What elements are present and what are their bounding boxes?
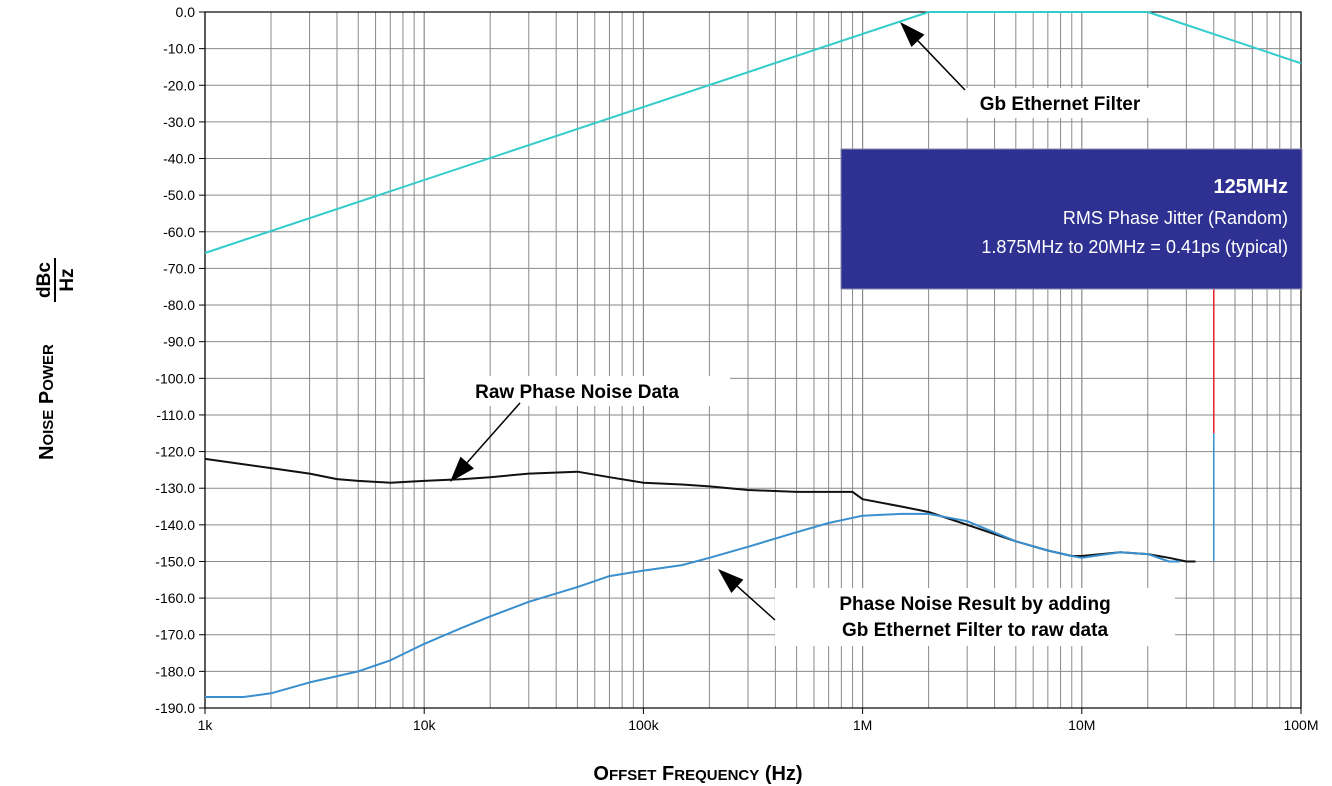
x-tick-label: 100M <box>1283 717 1318 733</box>
raw-label: Raw Phase Noise Data <box>475 382 679 403</box>
y-tick-label: -80.0 <box>163 297 195 313</box>
svg-text:NOISE POWER: NOISE POWER <box>36 344 58 460</box>
y-tick-label: -20.0 <box>163 77 195 93</box>
info-box-background <box>840 148 1303 290</box>
y-title-small-ower: OWER <box>40 344 57 391</box>
x-title-lead-o: O <box>593 763 609 785</box>
y-tick-label: -130.0 <box>155 480 195 496</box>
filter-arrow <box>900 22 966 91</box>
x-title-small-requency: REQUENCY <box>674 767 759 784</box>
arrow-shaft <box>917 40 966 91</box>
arrow-shaft <box>466 402 521 464</box>
y-tick-label: -40.0 <box>163 151 195 167</box>
y-title-small-oise: OISE <box>40 410 57 446</box>
y-tick-label: -160.0 <box>155 590 195 606</box>
series-line-filter <box>204 11 1302 254</box>
x-tick-label: 10k <box>413 717 437 733</box>
x-tick-label: 100k <box>628 717 659 733</box>
series-line-result <box>205 512 1180 698</box>
info-box: 125MHz RMS Phase Jitter (Random) 1.875MHz … <box>840 148 1303 290</box>
info-box-title: 125MHz <box>1214 176 1288 198</box>
x-title-small-ffset: FFSET <box>609 767 657 784</box>
y-tick-label: 0.0 <box>176 4 196 20</box>
y-tick-label: -10.0 <box>163 41 195 57</box>
x-tick-label: 1k <box>198 717 214 733</box>
y-tick-label: -140.0 <box>155 517 195 533</box>
y-title-unit-denominator: Hz <box>57 268 78 291</box>
series-layer <box>204 11 1302 698</box>
result-label-line1: Phase Noise Result by adding <box>839 594 1110 615</box>
y-tick-label: -90.0 <box>163 334 195 350</box>
arrow-head <box>718 569 744 594</box>
series-line-raw <box>204 457 1196 563</box>
arrow-shaft <box>736 585 776 621</box>
y-axis-title: NOISE POWER dBc Hz <box>34 258 78 460</box>
y-tick-label: -120.0 <box>155 444 195 460</box>
y-title-lead-n: N <box>36 446 58 460</box>
plot-frame <box>204 11 1302 709</box>
y-tick-label: -70.0 <box>163 260 195 276</box>
raw-label-bg <box>425 376 730 406</box>
x-title-unit: (Hz) <box>765 763 803 785</box>
y-tick-label: -30.0 <box>163 114 195 130</box>
result-label-line2: Gb Ethernet Filter to raw data <box>842 620 1108 641</box>
raw-arrow <box>450 402 521 482</box>
x-axis-title: OFFSET FREQUENCY (Hz) <box>593 763 802 785</box>
y-tick-label: -50.0 <box>163 187 195 203</box>
result-label-bg <box>775 588 1175 646</box>
x-tick-label: 1M <box>853 717 872 733</box>
x-tick-label: 10M <box>1068 717 1095 733</box>
y-tick-label: -170.0 <box>155 627 195 643</box>
y-tick-label: -150.0 <box>155 553 195 569</box>
y-tick-label: -60.0 <box>163 224 195 240</box>
filter-label: Gb Ethernet Filter <box>980 94 1141 115</box>
y-title-lead-p: P <box>36 391 58 404</box>
result-arrow <box>718 569 776 621</box>
y-tick-label: -100.0 <box>155 370 195 386</box>
x-title-lead-f: F <box>662 763 674 785</box>
info-box-line2: 1.875MHz to 20MHz = 0.41ps (typical) <box>981 237 1288 257</box>
arrow-head <box>450 456 474 482</box>
y-title-unit-numerator: dBc <box>34 262 55 298</box>
filter-label-bg <box>940 88 1180 118</box>
info-box-line1: RMS Phase Jitter (Random) <box>1063 208 1288 228</box>
y-tick-label: -110.0 <box>156 407 195 423</box>
annotation-layer: Gb Ethernet Filter Raw Phase Noise Data Ph… <box>425 22 1180 646</box>
arrow-head <box>900 22 925 48</box>
y-tick-label: -180.0 <box>155 663 195 679</box>
tick-labels: 0.0 -10.0 -20.0 -30.0 -40.0 -50.0 -60.0 -70.0 -8… <box>155 4 1318 733</box>
y-tick-label: -190.0 <box>155 700 195 716</box>
